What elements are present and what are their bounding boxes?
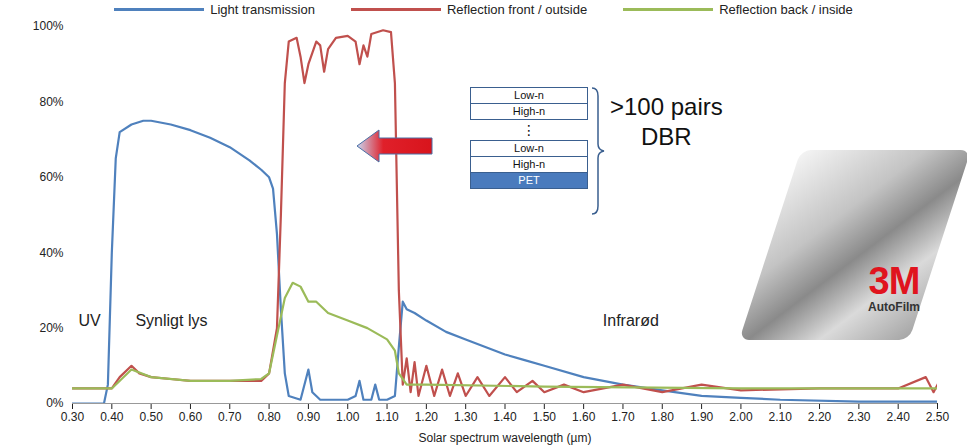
svg-text:2.40: 2.40 — [887, 410, 911, 424]
svg-text:40%: 40% — [39, 246, 63, 260]
html-text:3M: 3M — [868, 260, 920, 302]
html-text:High-n: High-n — [512, 158, 546, 170]
svg-text:100%: 100% — [33, 19, 64, 33]
svg-text:20%: 20% — [39, 321, 63, 335]
html-text:High-n: High-n — [512, 105, 546, 117]
html-text:DBR: DBR — [641, 123, 692, 150]
svg-text:Infrarød: Infrarød — [603, 312, 659, 329]
html-text:PET: PET — [518, 174, 540, 186]
svg-text:2.20: 2.20 — [808, 410, 832, 424]
svg-text:2.30: 2.30 — [847, 410, 871, 424]
svg-text:1.00: 1.00 — [336, 410, 360, 424]
html-text:Reflection front / outside: Reflection front / outside — [446, 1, 588, 17]
svg-text:0.70: 0.70 — [218, 410, 242, 424]
svg-text:0.90: 0.90 — [297, 410, 321, 424]
html-text:Low-n: Low-n — [514, 89, 544, 101]
html-text:Reflection back / inside: Reflection back / inside — [719, 1, 853, 17]
svg-text:1.90: 1.90 — [690, 410, 714, 424]
svg-text:Synligt lys: Synligt lys — [135, 312, 207, 329]
svg-text:0.30: 0.30 — [61, 410, 85, 424]
svg-text:2.10: 2.10 — [769, 410, 793, 424]
svg-text:0.40: 0.40 — [100, 410, 124, 424]
svg-text:Solar spectrum wavelength (µm): Solar spectrum wavelength (µm) — [419, 431, 592, 445]
svg-text:1.10: 1.10 — [375, 410, 399, 424]
svg-text:1.40: 1.40 — [493, 410, 517, 424]
svg-text:0.60: 0.60 — [179, 410, 203, 424]
svg-text:1.20: 1.20 — [415, 410, 439, 424]
svg-text:1.70: 1.70 — [611, 410, 635, 424]
html-text:>100 pairs: >100 pairs — [610, 93, 723, 120]
html-text:AutoFilm: AutoFilm — [868, 300, 920, 314]
svg-text:60%: 60% — [39, 170, 63, 184]
svg-text:1.80: 1.80 — [651, 410, 675, 424]
svg-text:UV: UV — [78, 312, 101, 329]
svg-text:1.30: 1.30 — [454, 410, 478, 424]
svg-text:80%: 80% — [39, 95, 63, 109]
svg-text:0%: 0% — [46, 396, 64, 410]
svg-text:2.00: 2.00 — [729, 410, 753, 424]
svg-text:0.50: 0.50 — [139, 410, 163, 424]
html-text:Light transmission: Light transmission — [210, 1, 315, 17]
html-text:Low-n: Low-n — [514, 142, 544, 154]
svg-text:2.50: 2.50 — [926, 410, 950, 424]
svg-text:0.80: 0.80 — [257, 410, 281, 424]
svg-text:1.60: 1.60 — [572, 410, 596, 424]
svg-text:1.50: 1.50 — [533, 410, 557, 424]
